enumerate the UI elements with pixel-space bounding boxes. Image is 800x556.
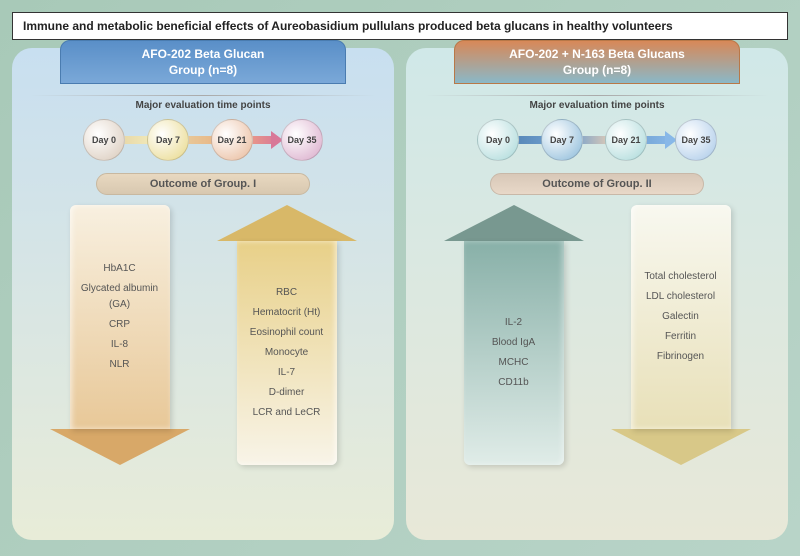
outcome-pill-1: Outcome of Group. I <box>96 173 311 195</box>
marker-item: IL-2 <box>505 315 522 331</box>
panel-2-body: Major evaluation time points Day 0 Day 7… <box>406 90 788 479</box>
up-arrowhead-icon <box>444 205 584 241</box>
marker-item: Total cholesterol <box>644 269 716 285</box>
day-circle: Day 0 <box>477 119 519 161</box>
connector <box>516 136 544 144</box>
arrows-row-2: IL-2 Blood IgA MCHC CD11b Total choleste… <box>424 205 770 465</box>
panel-2-tab: AFO-202 + N-163 Beta Glucans Group (n=8) <box>454 40 741 84</box>
marker-item: MCHC <box>499 355 529 371</box>
day-circle: Day 7 <box>541 119 583 161</box>
tab1-line2: Group (n=8) <box>169 63 237 77</box>
up-arrow-1-body: RBC Hematocrit (Ht) Eosinophil count Mon… <box>237 241 337 465</box>
day-circle: Day 35 <box>281 119 323 161</box>
marker-item: NLR <box>109 357 129 373</box>
marker-item: CRP <box>109 317 130 333</box>
up-arrow-1: RBC Hematocrit (Ht) Eosinophil count Mon… <box>209 205 364 465</box>
down-arrow-2-body: Total cholesterol LDL cholesterol Galect… <box>631 205 731 429</box>
divider <box>424 95 770 96</box>
marker-item: D-dimer <box>269 385 305 401</box>
marker-item: Fibrinogen <box>657 349 704 365</box>
day-circle: Day 7 <box>147 119 189 161</box>
eval-label-1: Major evaluation time points <box>30 100 376 111</box>
title-bar: Immune and metabolic beneficial effects … <box>12 12 788 40</box>
tab2-line2: Group (n=8) <box>563 63 631 77</box>
day-circle: Day 0 <box>83 119 125 161</box>
down-arrow-1-body: HbA1C Glycated albumin (GA) CRP IL-8 NLR <box>70 205 170 429</box>
down-arrow-2: Total cholesterol LDL cholesterol Galect… <box>603 205 758 465</box>
panel-1-body: Major evaluation time points Day 0 Day 7… <box>12 90 394 479</box>
marker-item: Eosinophil count <box>250 325 323 341</box>
panels-container: AFO-202 Beta Glucan Group (n=8) Major ev… <box>12 48 788 540</box>
eval-label-2: Major evaluation time points <box>424 100 770 111</box>
marker-item: CD11b <box>498 375 528 391</box>
panel-group-2: AFO-202 + N-163 Beta Glucans Group (n=8)… <box>406 48 788 540</box>
day-circle: Day 21 <box>605 119 647 161</box>
timeline-2: Day 0 Day 7 Day 21 Day 35 <box>424 117 770 163</box>
marker-item: LDL cholesterol <box>646 289 715 305</box>
connector <box>186 136 214 144</box>
marker-item: RBC <box>276 285 297 301</box>
down-arrowhead-icon <box>611 429 751 465</box>
marker-item: Monocyte <box>265 345 308 361</box>
tab1-line1: AFO-202 Beta Glucan <box>142 47 265 61</box>
marker-item: Blood IgA <box>492 335 535 351</box>
connector <box>580 136 608 144</box>
divider <box>30 95 376 96</box>
panel-1-tab: AFO-202 Beta Glucan Group (n=8) <box>60 40 347 84</box>
panel-group-1: AFO-202 Beta Glucan Group (n=8) Major ev… <box>12 48 394 540</box>
up-arrow-2-body: IL-2 Blood IgA MCHC CD11b <box>464 241 564 465</box>
tab2-line1: AFO-202 + N-163 Beta Glucans <box>509 47 685 61</box>
up-arrow-2: IL-2 Blood IgA MCHC CD11b <box>436 205 591 465</box>
arrows-row-1: HbA1C Glycated albumin (GA) CRP IL-8 NLR… <box>30 205 376 465</box>
outcome-pill-2: Outcome of Group. II <box>490 173 705 195</box>
marker-item: HbA1C <box>103 261 135 277</box>
marker-item: Ferritin <box>665 329 696 345</box>
up-arrowhead-icon <box>217 205 357 241</box>
marker-item: IL-7 <box>278 365 295 381</box>
down-arrow-1: HbA1C Glycated albumin (GA) CRP IL-8 NLR <box>42 205 197 465</box>
day-circle: Day 35 <box>675 119 717 161</box>
marker-item: Glycated albumin (GA) <box>73 281 167 313</box>
marker-item: LCR and LeCR <box>253 405 321 421</box>
marker-item: Hematocrit (Ht) <box>253 305 321 321</box>
down-arrowhead-icon <box>50 429 190 465</box>
day-circle: Day 21 <box>211 119 253 161</box>
timeline-1: Day 0 Day 7 Day 21 Day 35 <box>30 117 376 163</box>
connector <box>122 136 150 144</box>
marker-item: Galectin <box>662 309 699 325</box>
marker-item: IL-8 <box>111 337 128 353</box>
